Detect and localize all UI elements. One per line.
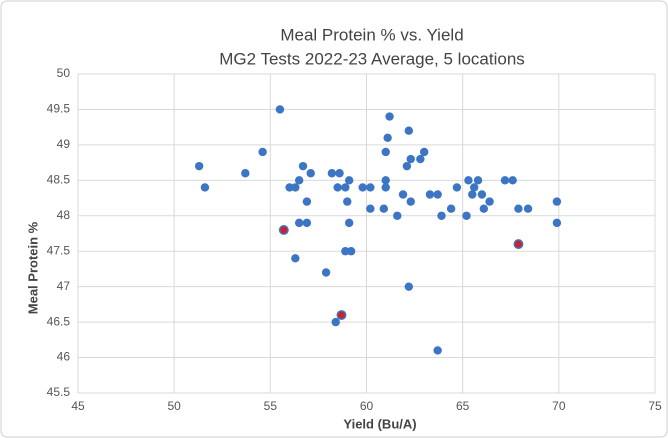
y-tick-label: 49.5	[47, 102, 71, 116]
point	[335, 169, 344, 178]
point	[406, 154, 415, 164]
x-tick-label: 50	[167, 399, 181, 413]
point	[508, 176, 517, 185]
point	[333, 183, 342, 192]
point	[470, 183, 479, 192]
point	[381, 176, 390, 185]
point	[379, 204, 389, 213]
point	[200, 183, 210, 192]
point	[366, 204, 375, 213]
point	[393, 211, 402, 220]
point	[358, 183, 367, 192]
point	[346, 247, 356, 256]
x-tick-label: 45	[71, 399, 85, 413]
y-tick-label: 45.5	[47, 385, 71, 399]
point	[452, 183, 462, 192]
x-tick-label: 70	[552, 399, 566, 413]
point	[479, 204, 489, 213]
x-tick-label: 60	[360, 399, 374, 413]
point	[513, 239, 524, 250]
point	[433, 346, 442, 355]
point	[420, 147, 429, 157]
point	[404, 126, 414, 135]
point	[291, 254, 300, 263]
point	[302, 218, 312, 228]
point	[425, 190, 435, 199]
y-tick-label: 46	[57, 350, 71, 364]
point	[381, 147, 390, 157]
point	[437, 211, 446, 220]
point	[302, 197, 312, 206]
point	[383, 133, 392, 142]
point	[298, 161, 308, 171]
y-tick-label: 47	[57, 279, 71, 293]
point	[404, 282, 414, 291]
point	[341, 247, 350, 256]
y-tick-label: 49	[57, 137, 71, 151]
chart-subtitle: MG2 Tests 2022-23 Average, 5 locations	[219, 49, 525, 68]
point	[336, 310, 347, 320]
chart-title: Meal Protein % vs. Yield	[280, 25, 463, 44]
x-tick-label: 55	[264, 399, 278, 413]
point	[294, 176, 304, 185]
y-tick-label: 46.5	[47, 314, 71, 328]
point	[327, 169, 337, 178]
point	[241, 169, 250, 178]
point	[398, 190, 408, 199]
point	[194, 161, 204, 171]
point	[500, 176, 510, 185]
point	[343, 197, 352, 206]
point	[341, 183, 350, 192]
point	[344, 176, 354, 185]
point	[344, 218, 354, 228]
point	[552, 197, 562, 206]
y-tick-label: 50	[57, 66, 71, 80]
point	[552, 218, 562, 228]
point	[306, 169, 315, 178]
y-axis-title: Meal Protein %	[25, 221, 40, 314]
point	[462, 211, 471, 220]
point	[275, 105, 285, 114]
y-tick-label: 48	[57, 208, 71, 222]
point	[366, 183, 375, 192]
point	[291, 183, 300, 192]
point	[477, 190, 487, 199]
point	[258, 147, 267, 157]
point	[416, 154, 425, 164]
y-tick-label: 48.5	[47, 173, 71, 187]
point	[485, 197, 494, 206]
point	[464, 176, 473, 185]
x-axis-title: Yield (Bu/A)	[343, 416, 416, 431]
point	[321, 268, 331, 277]
point	[473, 176, 483, 185]
point	[278, 225, 289, 235]
point	[433, 190, 442, 199]
point	[294, 218, 304, 228]
point	[381, 183, 390, 192]
point	[523, 204, 533, 213]
x-tick-label: 75	[648, 399, 662, 413]
point	[402, 161, 412, 171]
point	[285, 183, 294, 192]
y-tick-label: 47.5	[47, 243, 71, 257]
point	[406, 197, 415, 206]
point	[385, 112, 394, 121]
x-tick-label: 65	[456, 399, 470, 413]
point	[468, 190, 477, 199]
point	[446, 204, 456, 213]
point	[331, 317, 340, 327]
point	[514, 204, 523, 213]
